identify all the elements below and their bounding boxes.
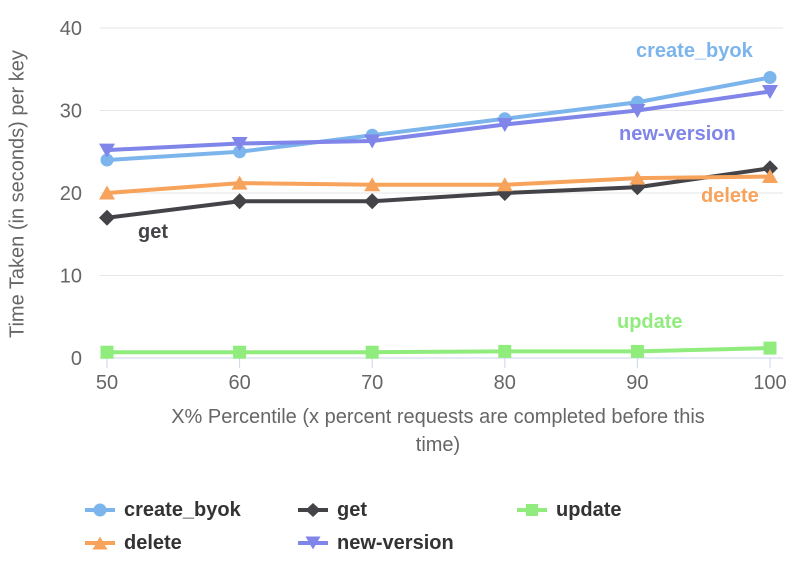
legend-label-new-version: new-version: [337, 532, 454, 554]
legend-marker-square-icon: [517, 504, 547, 516]
marker-new-version-x80[interactable]: [496, 118, 513, 133]
series-label-get: get: [138, 221, 168, 243]
series-label-create_byok: create_byok: [636, 40, 753, 62]
marker-new-version-x60[interactable]: [231, 137, 248, 151]
marker-create_byok-x60[interactable]: [233, 145, 247, 159]
marker-new-version-x90[interactable]: [629, 104, 646, 118]
legend-label-create_byok: create_byok: [124, 499, 241, 521]
line-chart-plot: 0 10 20 30 40 50 60 70 80 90 100: [60, 18, 787, 394]
series-label-delete: delete: [701, 185, 759, 207]
x-tick-label: 50: [96, 372, 118, 394]
series-line-update: [105, 346, 772, 355]
marker-delete-x90[interactable]: [629, 170, 646, 185]
legend-item-get[interactable]: get: [298, 497, 517, 523]
legend-marker-triangle-down-icon: [298, 536, 328, 550]
legend-marker-circle-icon: [85, 503, 115, 517]
marker-update-x70[interactable]: [365, 345, 379, 359]
marker-get-x50[interactable]: [99, 209, 115, 226]
y-tick-label: 10: [60, 266, 82, 288]
legend-marker-diamond-icon: [298, 503, 328, 517]
diamond-glyph: [305, 503, 321, 517]
legend-marker-triangle-up-icon: [85, 536, 115, 550]
legend-label-delete: delete: [124, 532, 182, 554]
square-glyph: [526, 504, 538, 516]
marker-new-version-x70[interactable]: [364, 134, 381, 149]
x-tick-label: 100: [753, 372, 786, 394]
marker-delete-x80[interactable]: [496, 177, 513, 192]
legend: create_byok get update delete: [85, 497, 622, 556]
series-line-new-version: [105, 89, 772, 153]
marker-get-x70[interactable]: [364, 193, 381, 210]
marker-update-x80[interactable]: [498, 344, 512, 358]
legend-item-create_byok[interactable]: create_byok: [85, 497, 298, 523]
series-label-new-version: new-version: [619, 123, 736, 145]
y-tick-label: 40: [60, 18, 82, 40]
marker-update-x90[interactable]: [630, 344, 644, 358]
marker-get-x60[interactable]: [231, 193, 248, 210]
y-tick-label: 0: [71, 348, 82, 370]
y-tick-label: 30: [60, 101, 82, 123]
marker-get-x100[interactable]: [762, 160, 778, 177]
legend-item-new-version[interactable]: new-version: [298, 530, 517, 556]
legend-label-update: update: [556, 499, 622, 521]
marker-update-x60[interactable]: [233, 345, 247, 359]
x-tick-label: 60: [228, 372, 250, 394]
series-line-get: [105, 166, 772, 220]
x-tick-label: 70: [361, 372, 383, 394]
marker-new-version-x100[interactable]: [762, 85, 778, 100]
marker-delete-x50[interactable]: [99, 185, 115, 200]
circle-glyph: [93, 503, 107, 517]
triangle-down-glyph: [305, 536, 321, 550]
marker-delete-x70[interactable]: [364, 177, 381, 192]
y-axis-title: Time Taken (in seconds) per key: [6, 50, 29, 338]
x-tick-label: 90: [626, 372, 648, 394]
legend-item-update[interactable]: update: [517, 497, 622, 523]
series-label-update: update: [617, 311, 683, 333]
marker-update-x50[interactable]: [100, 345, 114, 359]
legend-item-delete[interactable]: delete: [85, 530, 298, 556]
series-line-create_byok: [105, 75, 772, 162]
x-tick-label: 80: [494, 372, 516, 394]
marker-delete-x100[interactable]: [762, 169, 778, 183]
marker-create_byok-x50[interactable]: [100, 153, 114, 167]
x-axis-title-line2: time): [415, 434, 461, 456]
x-axis-title: X% Percentile (x percent requests are co…: [88, 403, 788, 459]
marker-update-x100[interactable]: [763, 341, 777, 355]
marker-delete-x60[interactable]: [231, 175, 248, 190]
triangle-up-glyph: [92, 536, 108, 550]
y-tick-label: 20: [60, 183, 82, 205]
series-line-delete: [105, 174, 772, 195]
marker-new-version-x50[interactable]: [99, 143, 115, 158]
x-axis-title-line1: X% Percentile (x percent requests are co…: [171, 406, 705, 428]
marker-create_byok-x100[interactable]: [763, 71, 777, 84]
legend-label-get: get: [337, 499, 367, 521]
